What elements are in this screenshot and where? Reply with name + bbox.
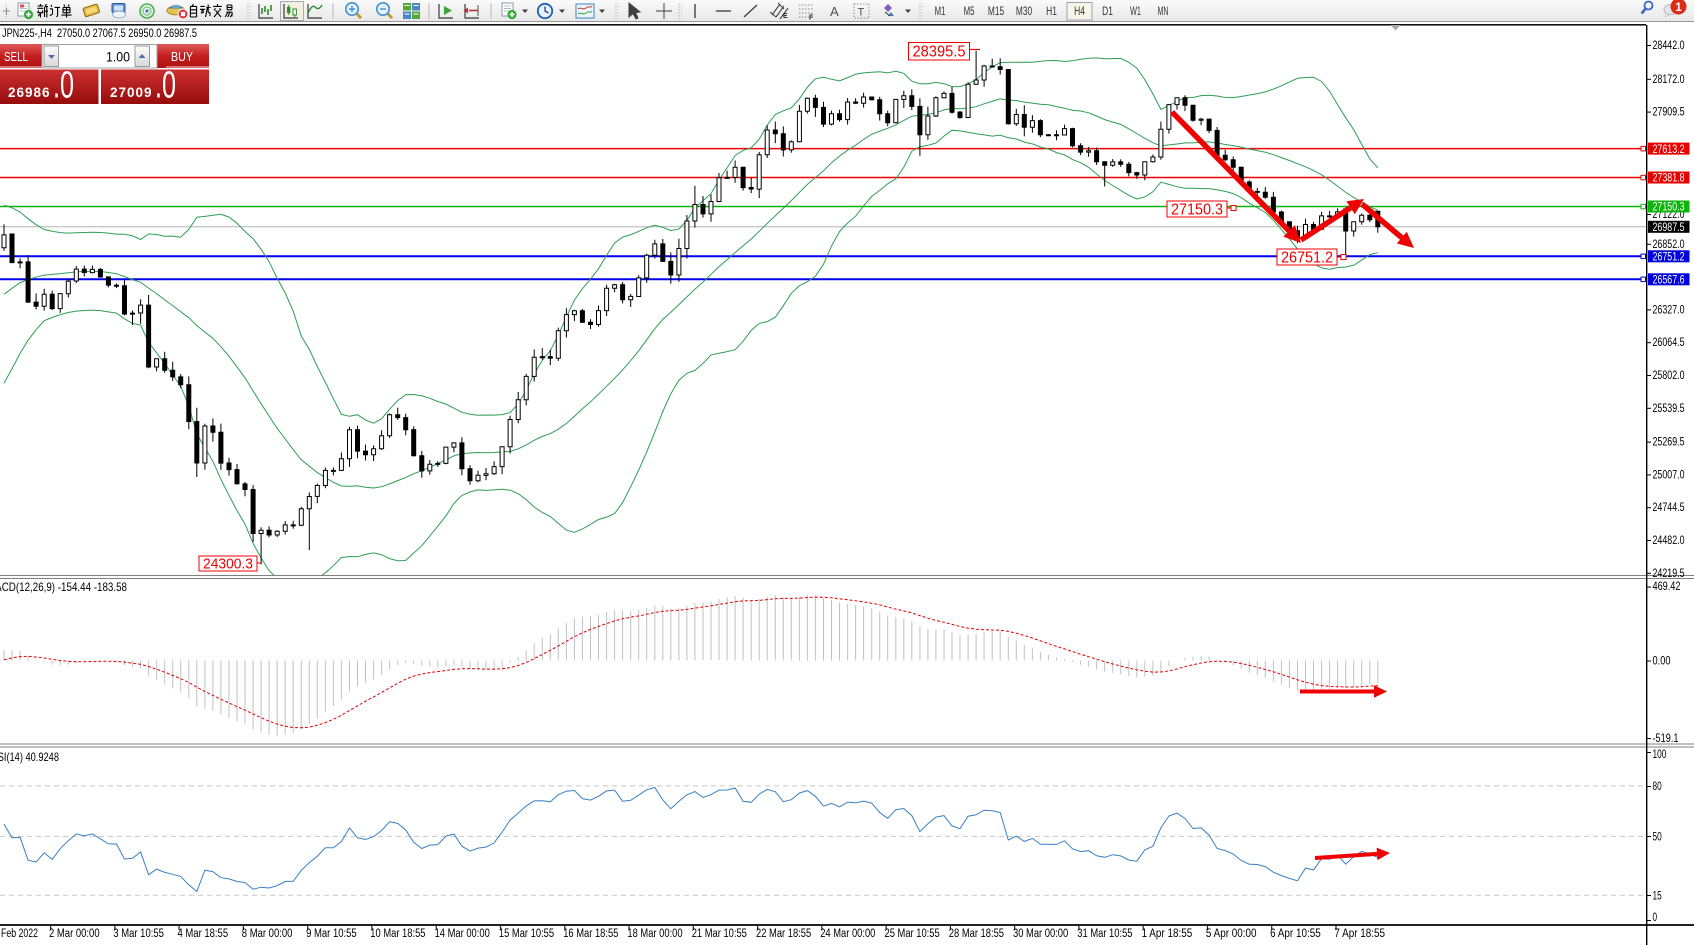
svg-text:22 Mar 18:55: 22 Mar 18:55 [756, 928, 811, 940]
svg-text:31 Mar 10:55: 31 Mar 10:55 [1077, 928, 1132, 940]
svg-text:6 Apr 10:55: 6 Apr 10:55 [1270, 928, 1321, 940]
svg-text:H1: H1 [1046, 4, 1057, 18]
svg-text:24482.0: 24482.0 [1653, 535, 1685, 547]
svg-text:27150.3: 27150.3 [1653, 202, 1685, 214]
svg-text:MACD(12,26,9) -154.44 -183.58: MACD(12,26,9) -154.44 -183.58 [0, 580, 127, 594]
svg-text:1.00: 1.00 [106, 49, 130, 65]
svg-text:26986: 26986 [8, 85, 51, 100]
svg-text:.0: .0 [155, 65, 176, 107]
svg-text:469.42: 469.42 [1653, 581, 1681, 593]
svg-text:26567.6: 26567.6 [1653, 275, 1685, 287]
svg-text:14 Mar 00:00: 14 Mar 00:00 [435, 928, 490, 940]
svg-text:M5: M5 [964, 4, 975, 18]
svg-text:0.00: 0.00 [1653, 656, 1671, 668]
svg-text:-519.1: -519.1 [1653, 733, 1679, 745]
svg-text:26327.0: 26327.0 [1653, 304, 1685, 316]
svg-text:M15: M15 [988, 4, 1004, 18]
svg-text:1 Apr 18:55: 1 Apr 18:55 [1142, 928, 1193, 940]
svg-text:5 Apr 00:00: 5 Apr 00:00 [1206, 928, 1257, 940]
svg-text:7 Apr 18:55: 7 Apr 18:55 [1334, 928, 1385, 940]
svg-text:M30: M30 [1016, 4, 1032, 18]
svg-text:10 Mar 18:55: 10 Mar 18:55 [370, 928, 425, 940]
svg-text:26751.2: 26751.2 [1281, 249, 1333, 266]
svg-text:24744.5: 24744.5 [1653, 502, 1685, 514]
svg-text:27909.5: 27909.5 [1653, 107, 1685, 119]
svg-text:24219.5: 24219.5 [1653, 568, 1685, 580]
svg-text:MN: MN [1158, 4, 1169, 18]
svg-text:4 Mar 18:55: 4 Mar 18:55 [178, 928, 229, 940]
svg-text:RSI(14) 40.9248: RSI(14) 40.9248 [0, 750, 59, 764]
svg-text:3 Mar 10:55: 3 Mar 10:55 [113, 928, 164, 940]
svg-text:27381.8: 27381.8 [1653, 173, 1685, 185]
svg-text:18 Mar 00:00: 18 Mar 00:00 [627, 928, 682, 940]
svg-text:8 Mar 00:00: 8 Mar 00:00 [242, 928, 293, 940]
svg-text:Feb 2022: Feb 2022 [1, 928, 38, 940]
svg-text:25 Mar 10:55: 25 Mar 10:55 [885, 928, 940, 940]
svg-text:1: 1 [1675, 0, 1682, 14]
svg-text:28395.5: 28395.5 [913, 44, 966, 61]
svg-text:.0: .0 [53, 65, 74, 107]
svg-text:21 Mar 10:55: 21 Mar 10:55 [692, 928, 747, 940]
svg-text:27009: 27009 [110, 85, 153, 100]
svg-text:80: 80 [1653, 781, 1662, 793]
svg-text:24 Mar 00:00: 24 Mar 00:00 [820, 928, 875, 940]
svg-text:SELL: SELL [4, 49, 28, 64]
svg-text:JPN225-,H4 27050.0 27067.5 26: JPN225-,H4 27050.0 27067.5 26950.0 26987… [2, 26, 197, 40]
svg-text:30 Mar 00:00: 30 Mar 00:00 [1013, 928, 1068, 940]
svg-text:26064.5: 26064.5 [1653, 337, 1685, 349]
svg-text:26987.5: 26987.5 [1653, 222, 1685, 234]
svg-text:28442.0: 28442.0 [1653, 40, 1685, 52]
svg-text:50: 50 [1653, 831, 1662, 843]
svg-text:25802.0: 25802.0 [1653, 370, 1685, 382]
svg-text:27613.2: 27613.2 [1653, 144, 1685, 156]
svg-text:26852.0: 26852.0 [1653, 239, 1685, 251]
svg-text:W1: W1 [1130, 4, 1141, 18]
svg-text:0: 0 [1653, 912, 1658, 924]
svg-text:T: T [858, 7, 865, 19]
svg-text:100: 100 [1653, 749, 1667, 761]
svg-text:A: A [830, 4, 839, 19]
svg-text:25007.0: 25007.0 [1653, 469, 1685, 481]
svg-text:28 Mar 18:55: 28 Mar 18:55 [949, 928, 1004, 940]
svg-text:24300.3: 24300.3 [203, 556, 253, 572]
svg-text:28172.0: 28172.0 [1653, 74, 1685, 86]
svg-text:D1: D1 [1102, 4, 1113, 18]
svg-text:2 Mar 00:00: 2 Mar 00:00 [49, 928, 100, 940]
svg-text:25539.5: 25539.5 [1653, 403, 1685, 415]
svg-text:F: F [809, 15, 814, 22]
svg-text:E: E [783, 13, 788, 20]
svg-text:25269.5: 25269.5 [1653, 437, 1685, 449]
svg-text:16 Mar 18:55: 16 Mar 18:55 [563, 928, 618, 940]
svg-text:9 Mar 10:55: 9 Mar 10:55 [306, 928, 357, 940]
svg-text:26751.2: 26751.2 [1653, 252, 1685, 264]
svg-text:15: 15 [1653, 890, 1662, 902]
svg-text:27150.3: 27150.3 [1171, 201, 1223, 218]
svg-text:H4: H4 [1074, 4, 1085, 18]
svg-text:M1: M1 [935, 4, 946, 18]
svg-text:BUY: BUY [171, 49, 193, 64]
svg-text:15 Mar 10:55: 15 Mar 10:55 [499, 928, 554, 940]
